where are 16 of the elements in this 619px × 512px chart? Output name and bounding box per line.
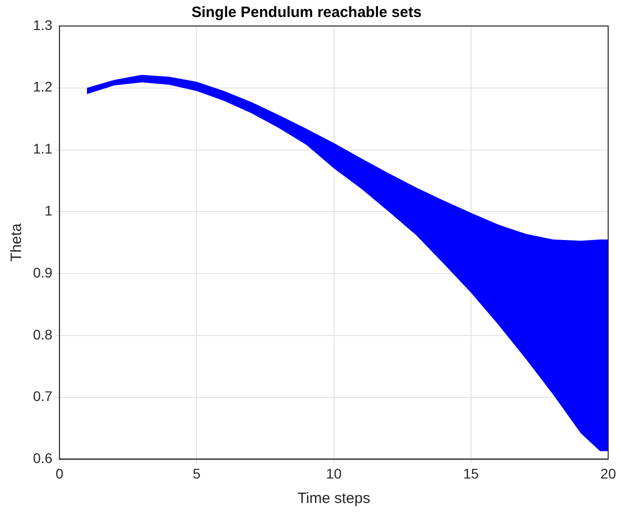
x-tick-label: 20 — [600, 465, 616, 482]
x-tick-label: 15 — [463, 465, 480, 482]
y-tick-label: 1.1 — [32, 140, 53, 157]
y-tick-label: 0.9 — [32, 264, 53, 280]
chart-title: Single Pendulum reachable sets — [191, 4, 422, 22]
y-tick-label: 0.7 — [32, 388, 53, 404]
y-axis-title: Theta — [8, 222, 26, 262]
x-tick-label: 10 — [326, 465, 342, 482]
y-tick-label: 1 — [44, 202, 53, 219]
y-tick-label: 1.2 — [32, 78, 53, 95]
y-tick-label: 0.6 — [32, 450, 53, 466]
x-axis-title: Time steps — [297, 490, 370, 508]
y-tick-label: 1.3 — [32, 16, 53, 33]
x-tick-label: 0 — [56, 465, 64, 482]
y-tick-label: 0.8 — [32, 326, 53, 342]
x-tick-label: 5 — [192, 465, 201, 482]
